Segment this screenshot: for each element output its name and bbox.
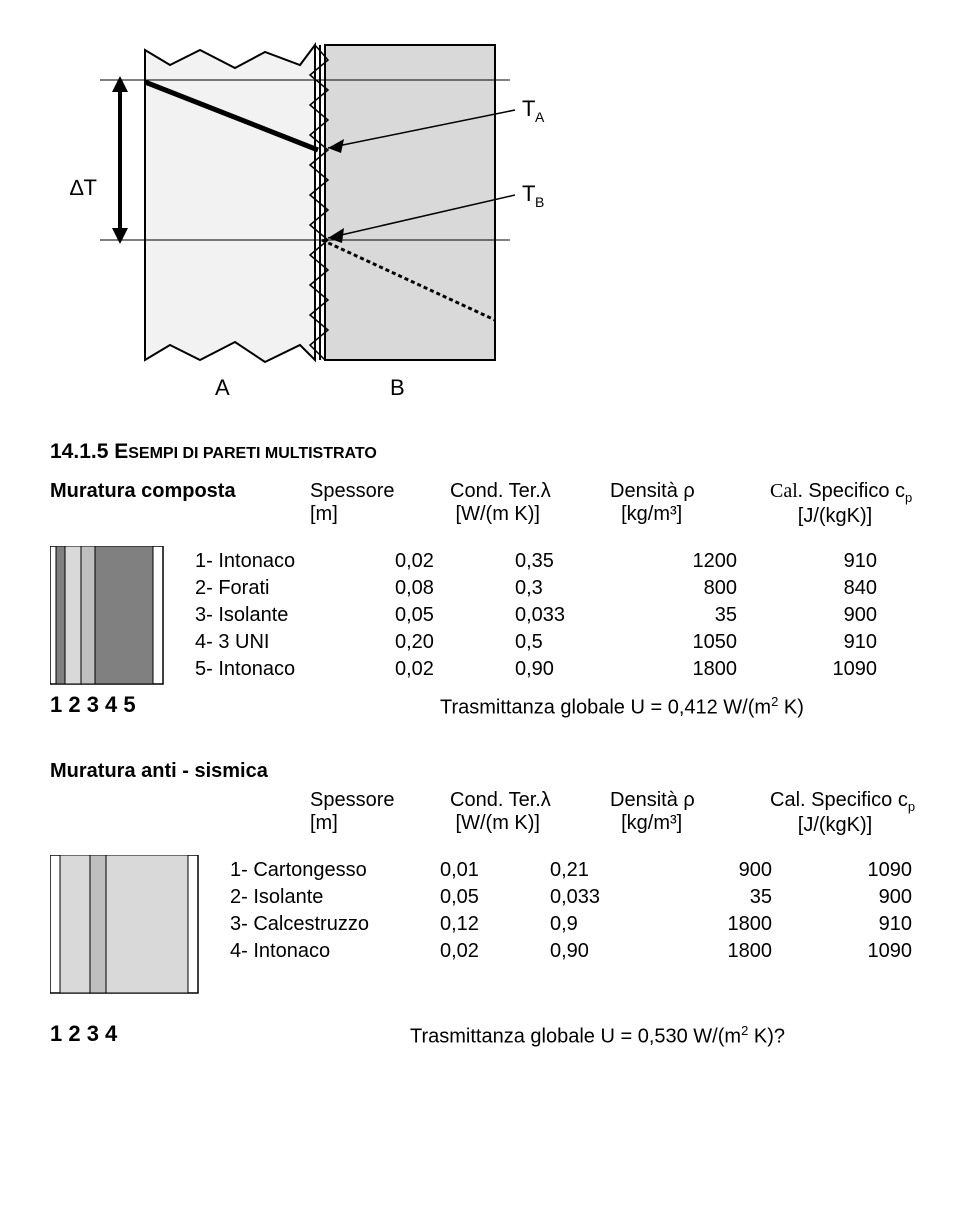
top-diagram: ∆T T A T B A B: [50, 40, 910, 400]
col-cal-2: Cal. Specifico cp [J/(kgK)]: [770, 789, 950, 837]
col-dens-2: Densità ρ [kg/m³]: [610, 789, 770, 837]
slab-b-label: B: [390, 375, 405, 400]
table-row: 1- Intonaco0,020,351200910: [195, 550, 910, 573]
table-1: Muratura composta Spessore [m] Cond. Ter…: [50, 480, 910, 720]
table2-title: Muratura anti - sismica: [50, 760, 268, 782]
table-row: 5- Intonaco0,020,9018001090: [195, 658, 910, 681]
slab-b-shape: [325, 45, 495, 360]
table2-index-labels: 1 2 3 4: [50, 1021, 117, 1046]
wall-cross-section-svg: ∆T T A T B A B: [50, 40, 610, 400]
slab-a-label: A: [215, 375, 230, 400]
tb-label: T: [522, 181, 535, 206]
table2-footer: Trasmittanza globale U = 0,530 W/(m2 K)?: [310, 1023, 785, 1049]
table-row: 3- Isolante0,050,03335900: [195, 604, 910, 627]
table-2: Muratura anti - sismica Spessore [m] Con…: [50, 760, 910, 1049]
section-number: 14.1.5: [50, 440, 108, 463]
col-dens: Densità ρ [kg/m³]: [610, 480, 770, 528]
delta-t-label: ∆T: [70, 175, 97, 200]
table-row: 4- Intonaco0,020,9018001090: [230, 940, 930, 963]
table-row: 1- Cartongesso0,010,219001090: [230, 859, 930, 882]
ta-label: T: [522, 96, 535, 121]
wall-icon-2: [50, 855, 200, 995]
col-cond: Cond. Ter.λ [W/(m K)]: [450, 480, 610, 528]
col-spessore: Spessore [m]: [310, 480, 450, 528]
section-title-text: ESEMPI DI PARETI MULTISTRATO: [114, 440, 377, 463]
table1-footer: Trasmittanza globale U = 0,412 W/(m2 K): [280, 694, 804, 720]
col-cal: Cal. Specifico cp [J/(kgK)]: [770, 480, 950, 528]
wall-icon-1: [50, 546, 165, 686]
table1-title: Muratura composta: [50, 480, 236, 502]
svg-text:A: A: [535, 109, 545, 125]
col-cond-2: Cond. Ter.λ [W/(m K)]: [450, 789, 610, 837]
table-row: 3- Calcestruzzo0,120,91800910: [230, 913, 930, 936]
table-row: 2- Forati0,080,3800840: [195, 577, 910, 600]
section-heading: 14.1.5 ESEMPI DI PARETI MULTISTRATO: [50, 440, 910, 464]
svg-text:B: B: [535, 194, 544, 210]
table-row: 2- Isolante0,050,03335900: [230, 886, 930, 909]
col-spessore-2: Spessore [m]: [310, 789, 450, 837]
table-row: 4- 3 UNI0,200,51050910: [195, 631, 910, 654]
table1-index-labels: 1 2 3 4 5: [50, 692, 136, 717]
